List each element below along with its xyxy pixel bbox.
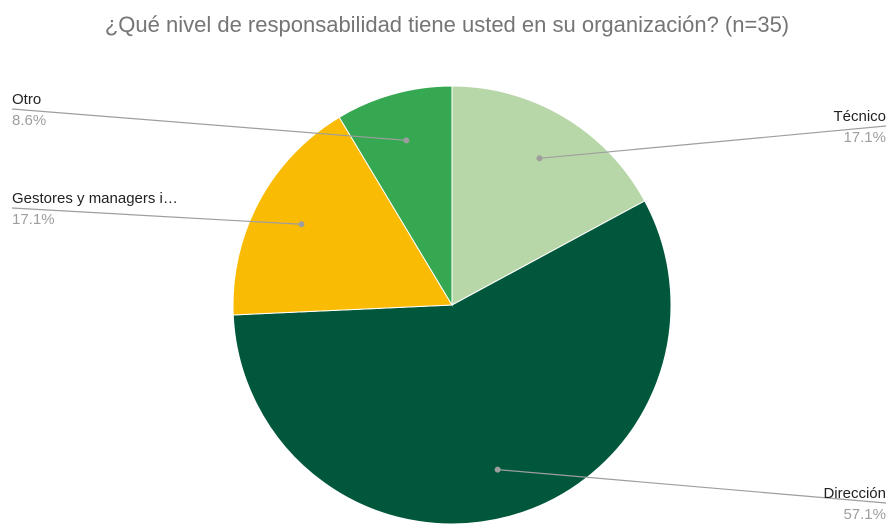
pie-slice-tecnico[interactable] [451,85,646,306]
leader-dot-otro [403,137,410,144]
slice-percent-direccion: 57.1% [843,506,886,523]
slice-label-direccion: Dirección [823,485,886,502]
leader-dot-tecnico [536,155,543,162]
slice-percent-tecnico: 17.1% [843,129,886,146]
leader-dot-direccion [494,466,501,473]
leader-line-tecnico [539,125,887,159]
leader-line-direccion [497,469,887,504]
pie-slice-otro[interactable] [338,85,453,307]
leader-line-gestores-y-managers-i [11,207,302,225]
slice-label-otro: Otro [12,91,41,108]
chart-title: ¿Qué nivel de responsabilidad tiene uste… [105,12,789,37]
slice-label-tecnico: Técnico [833,108,886,125]
leader-dot-gestores-y-managers-i [298,221,305,228]
slice-labels: Técnico 17.1% Dirección 57.1% Gestores y man… [11,91,887,523]
slice-percent-otro: 8.6% [12,112,46,129]
pie-slices [232,85,672,525]
leader-line-otro [11,108,407,141]
pie-slice-direccion[interactable] [232,200,672,525]
slice-label-gestores-y-managers-i: Gestores y managers i… [12,190,178,207]
slice-percent-gestores-y-managers-i: 17.1% [12,211,55,228]
pie-slice-gestores-y-managers-i[interactable] [232,116,453,316]
